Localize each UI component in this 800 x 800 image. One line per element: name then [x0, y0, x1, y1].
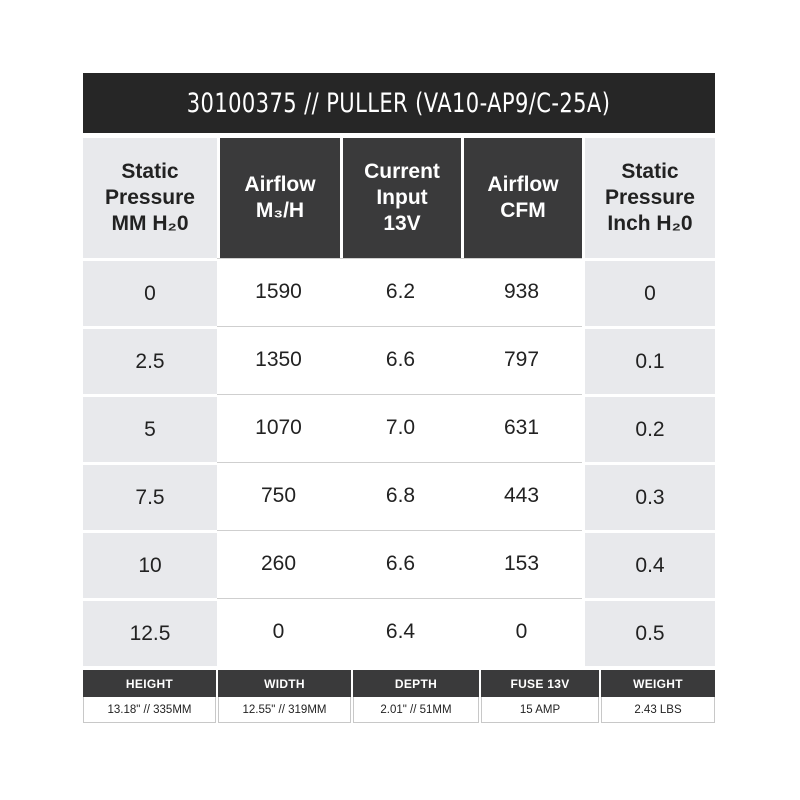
cell-airflow-cfm: 443 [461, 462, 582, 530]
cell-airflow-m3h: 1590 [217, 258, 340, 326]
header-airflow-m3h: Airflow M₃/H [217, 138, 340, 258]
cell-static-pressure-inch: 0.3 [582, 462, 715, 530]
table-row: 10 260 6.6 153 0.4 [83, 530, 715, 598]
cell-airflow-cfm: 938 [461, 258, 582, 326]
table-row: 7.5 750 6.8 443 0.3 [83, 462, 715, 530]
dim-header-height: HEIGHT [83, 670, 216, 697]
cell-current-input: 6.6 [340, 530, 461, 598]
cell-static-pressure-inch: 0.5 [582, 598, 715, 666]
cell-airflow-m3h: 1350 [217, 326, 340, 394]
table-row: 5 1070 7.0 631 0.2 [83, 394, 715, 462]
dim-value-fuse: 15 AMP [481, 697, 599, 723]
header-current-input: Current Input 13V [340, 138, 461, 258]
dim-header-depth: DEPTH [353, 670, 479, 697]
cell-current-input: 6.8 [340, 462, 461, 530]
cell-airflow-cfm: 0 [461, 598, 582, 666]
dim-header-fuse: FUSE 13V [481, 670, 599, 697]
cell-current-input: 6.2 [340, 258, 461, 326]
cell-airflow-m3h: 1070 [217, 394, 340, 462]
spec-title: 30100375 // PULLER (VA10-AP9/C-25A) [187, 87, 611, 119]
cell-static-pressure-inch: 0.4 [582, 530, 715, 598]
cell-static-pressure-inch: 0.2 [582, 394, 715, 462]
cell-airflow-cfm: 153 [461, 530, 582, 598]
spec-title-bar: 30100375 // PULLER (VA10-AP9/C-25A) [83, 73, 715, 133]
cell-static-pressure-mm: 5 [83, 394, 217, 462]
spec-sheet: 30100375 // PULLER (VA10-AP9/C-25A) Stat… [83, 73, 715, 723]
table-row: 2.5 1350 6.6 797 0.1 [83, 326, 715, 394]
cell-static-pressure-mm: 12.5 [83, 598, 217, 666]
dim-header-width: WIDTH [218, 670, 351, 697]
cell-current-input: 6.6 [340, 326, 461, 394]
table-row: 0 1590 6.2 938 0 [83, 258, 715, 326]
cell-current-input: 7.0 [340, 394, 461, 462]
table-header-row: Static Pressure MM H₂0 Airflow M₃/H Curr… [83, 138, 715, 258]
dim-value-width: 12.55" // 319MM [218, 697, 351, 723]
cell-current-input: 6.4 [340, 598, 461, 666]
cell-static-pressure-mm: 10 [83, 530, 217, 598]
cell-static-pressure-mm: 0 [83, 258, 217, 326]
cell-static-pressure-mm: 2.5 [83, 326, 217, 394]
dim-header-weight: WEIGHT [601, 670, 715, 697]
table-row: 12.5 0 6.4 0 0.5 [83, 598, 715, 666]
dim-value-height: 13.18" // 335MM [83, 697, 216, 723]
cell-static-pressure-inch: 0 [582, 258, 715, 326]
dim-value-weight: 2.43 LBS [601, 697, 715, 723]
performance-table: Static Pressure MM H₂0 Airflow M₃/H Curr… [83, 138, 715, 666]
cell-static-pressure-inch: 0.1 [582, 326, 715, 394]
cell-airflow-cfm: 631 [461, 394, 582, 462]
dimensions-table: HEIGHT WIDTH DEPTH FUSE 13V WEIGHT 13.18… [83, 670, 715, 723]
cell-airflow-cfm: 797 [461, 326, 582, 394]
header-static-pressure-mm: Static Pressure MM H₂0 [83, 138, 217, 258]
header-static-pressure-inch: Static Pressure Inch H₂0 [582, 138, 715, 258]
cell-airflow-m3h: 0 [217, 598, 340, 666]
cell-airflow-m3h: 750 [217, 462, 340, 530]
cell-airflow-m3h: 260 [217, 530, 340, 598]
cell-static-pressure-mm: 7.5 [83, 462, 217, 530]
header-airflow-cfm: Airflow CFM [461, 138, 582, 258]
dim-value-depth: 2.01" // 51MM [353, 697, 479, 723]
